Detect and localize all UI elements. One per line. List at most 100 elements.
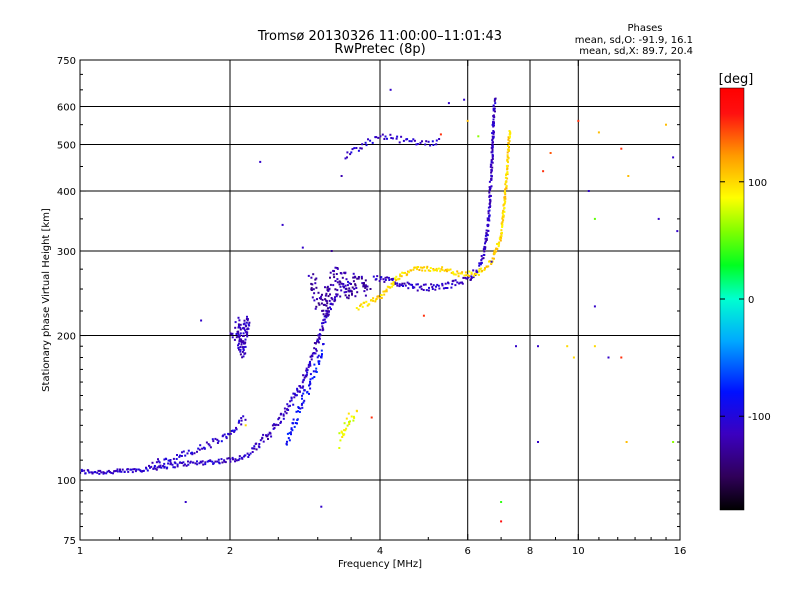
echo-point	[246, 335, 249, 338]
echo-point	[185, 464, 188, 467]
echo-point	[501, 217, 504, 220]
echo-point	[426, 265, 429, 268]
echo-point	[458, 282, 461, 285]
echo-point	[461, 282, 464, 285]
echo-point	[357, 308, 360, 311]
echo-point	[374, 300, 377, 303]
echo-point	[504, 200, 507, 203]
echo-point	[542, 170, 545, 173]
echo-point	[352, 419, 355, 422]
echo-point	[499, 239, 502, 242]
echo-point	[325, 299, 328, 302]
echo-point	[398, 283, 401, 286]
echo-point	[235, 336, 238, 339]
echo-point	[240, 417, 243, 419]
echo-point	[400, 275, 403, 278]
echo-point	[158, 466, 161, 469]
echo-point	[115, 469, 118, 472]
echo-point	[412, 286, 415, 289]
echo-point	[402, 285, 404, 287]
echo-point	[415, 283, 418, 286]
echo-point	[324, 286, 326, 289]
y-tick-label: 500	[57, 141, 76, 152]
echo-point	[280, 412, 282, 415]
echo-point	[366, 304, 369, 307]
echo-point	[459, 281, 462, 284]
echo-point	[419, 141, 422, 144]
echo-point	[375, 297, 378, 300]
echo-point	[326, 289, 329, 291]
colorbar-tick-label: 0	[748, 295, 754, 306]
echo-point	[361, 282, 364, 285]
echo-point	[243, 319, 246, 322]
echo-point	[348, 423, 351, 426]
echo-point	[502, 214, 505, 217]
echo-point	[446, 270, 448, 273]
echo-point	[321, 298, 324, 301]
echo-point	[390, 137, 393, 139]
echo-point	[83, 469, 86, 472]
echo-point	[148, 464, 150, 467]
echo-point	[408, 271, 410, 274]
echo-point	[477, 135, 480, 138]
echo-point	[372, 275, 375, 278]
echo-point	[328, 299, 331, 302]
echo-point	[479, 263, 482, 266]
echo-point	[242, 335, 245, 337]
echo-point	[436, 269, 438, 272]
echo-point	[489, 165, 492, 168]
echo-point	[239, 323, 242, 326]
echo-point	[454, 284, 457, 287]
echo-point	[106, 470, 109, 473]
echo-point	[497, 242, 500, 245]
echo-point	[500, 237, 503, 240]
echo-point	[312, 273, 315, 276]
echo-point	[422, 314, 425, 317]
echo-point	[381, 133, 384, 136]
echo-point	[296, 419, 299, 421]
echo-point	[427, 289, 430, 292]
echo-point	[285, 442, 288, 445]
echo-point	[239, 328, 242, 331]
echo-point	[488, 191, 491, 194]
echo-point	[429, 270, 432, 272]
echo-point	[464, 271, 467, 274]
echo-point	[380, 276, 383, 279]
echo-point	[363, 285, 366, 287]
echo-point	[509, 131, 512, 134]
echo-point	[490, 146, 493, 149]
echo-point	[461, 271, 464, 274]
echo-point	[338, 283, 341, 286]
echo-point	[401, 271, 404, 274]
echo-point	[620, 356, 623, 359]
echo-point	[293, 396, 296, 399]
echo-point	[370, 299, 373, 301]
echo-point	[406, 281, 409, 284]
echo-point	[490, 174, 493, 177]
echo-point	[302, 379, 305, 382]
echo-point	[235, 428, 238, 431]
echo-point	[470, 272, 473, 275]
echo-point	[465, 277, 468, 280]
echo-point	[456, 281, 459, 284]
echo-point	[490, 263, 493, 265]
echo-point	[160, 466, 163, 469]
echo-point	[352, 280, 355, 283]
echo-point	[489, 206, 491, 208]
echo-point	[187, 449, 190, 452]
x-tick-label: 16	[674, 546, 687, 557]
echo-point	[235, 459, 238, 462]
echo-point	[301, 406, 304, 409]
echo-point	[326, 314, 329, 317]
echo-point	[318, 334, 321, 337]
echo-point	[330, 297, 333, 299]
echo-point	[239, 350, 242, 353]
echo-point	[506, 155, 509, 158]
echo-point	[221, 435, 224, 438]
echo-point	[90, 471, 93, 474]
echo-point	[302, 374, 305, 377]
echo-point	[353, 417, 356, 419]
echo-point	[429, 267, 432, 269]
echo-point	[493, 249, 496, 252]
echo-point	[434, 269, 437, 272]
